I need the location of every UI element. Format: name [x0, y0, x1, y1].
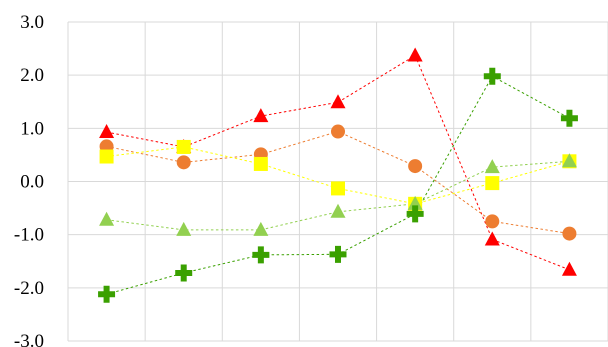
data-point-s1-7: [561, 261, 577, 276]
data-point-s4-1: [99, 211, 115, 226]
y-tick-label: 0.0: [20, 172, 44, 193]
data-point-s5-5: [406, 205, 424, 223]
y-tick-label: -3.0: [14, 331, 44, 347]
data-point-s3-2: [176, 139, 191, 154]
data-point-s2-5: [408, 159, 423, 174]
gridlines: [67, 21, 608, 342]
data-point-s4-7: [561, 153, 577, 168]
data-point-s5-4: [329, 245, 347, 263]
data-point-s3-6: [485, 176, 500, 191]
y-tick-label: 2.0: [20, 65, 44, 86]
y-axis-tick-labels: 3.0 2.0 1.0 0.0 -1.0 -2.0 -3.0: [14, 12, 44, 347]
data-point-s1-5: [407, 47, 423, 62]
data-point-s1-3: [253, 108, 269, 123]
data-point-s1-6: [484, 231, 500, 246]
data-point-s5-3: [252, 246, 270, 264]
data-point-s5-1: [98, 285, 116, 303]
y-tick-label: 1.0: [20, 118, 44, 139]
data-point-s5-2: [175, 264, 193, 282]
data-point-s3-3: [253, 156, 268, 171]
series-line-4: [106, 160, 570, 231]
data-point-s1-1: [99, 124, 115, 139]
data-point-s1-4: [330, 94, 346, 109]
data-point-s2-7: [562, 226, 577, 241]
data-point-s3-1: [99, 149, 114, 164]
data-point-s2-4: [331, 124, 345, 139]
data-point-s4-2: [176, 221, 192, 236]
data-point-s4-6: [484, 159, 500, 174]
y-tick-label: -2.0: [14, 278, 44, 299]
y-tick-label: -1.0: [14, 225, 44, 246]
data-point-s4-5: [407, 195, 423, 210]
data-point-s4-4: [330, 203, 346, 218]
series-markers: [98, 47, 578, 303]
data-point-s2-2: [176, 155, 191, 170]
data-point-s5-7: [560, 109, 578, 127]
y-tick-label: 3.0: [20, 12, 44, 33]
data-point-s4-3: [253, 221, 269, 236]
data-point-s3-4: [331, 181, 345, 196]
data-point-s2-6: [485, 214, 500, 229]
data-point-s5-6: [483, 67, 501, 85]
series-line-1: [106, 54, 570, 271]
